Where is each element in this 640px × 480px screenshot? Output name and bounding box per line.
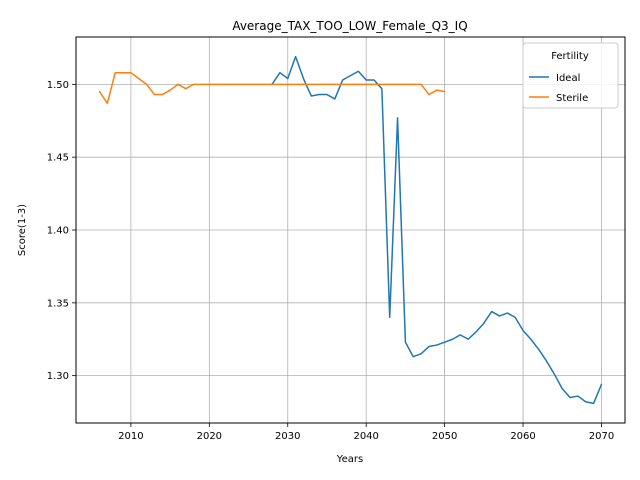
- legend-title: Fertility: [551, 51, 589, 62]
- x-tick-label: 2040: [353, 431, 378, 442]
- legend-label-ideal: Ideal: [556, 73, 580, 84]
- chart-title: Average_TAX_TOO_LOW_Female_Q3_IQ: [232, 19, 467, 33]
- y-tick-label: 1.40: [47, 226, 69, 237]
- y-tick-label: 1.30: [47, 371, 69, 382]
- x-tick-label: 2010: [118, 431, 143, 442]
- legend-label-sterile: Sterile: [556, 93, 588, 104]
- x-axis-label: Years: [336, 454, 363, 465]
- series-line-sterile: [98, 71, 446, 105]
- legend: Fertility Ideal Sterile: [522, 42, 619, 109]
- x-axis-ticks: 2010 2020 2030 2040 2050 2060 2070: [118, 423, 614, 442]
- x-tick-label: 2020: [197, 431, 222, 442]
- grid-lines: [76, 37, 625, 423]
- y-tick-label: 1.35: [47, 298, 69, 309]
- legend-box: [522, 42, 619, 109]
- x-tick-label: 2070: [589, 431, 614, 442]
- x-tick-label: 2030: [275, 431, 300, 442]
- x-tick-label: 2060: [510, 431, 535, 442]
- y-tick-label: 1.45: [47, 153, 69, 164]
- y-axis-ticks: 1.30 1.35 1.40 1.45 1.50: [47, 80, 76, 382]
- x-tick-label: 2050: [432, 431, 457, 442]
- y-axis-label: Score(1-3): [17, 204, 28, 256]
- y-tick-label: 1.50: [47, 80, 69, 91]
- series-line-ideal: [271, 55, 603, 405]
- series-layer: [98, 55, 603, 405]
